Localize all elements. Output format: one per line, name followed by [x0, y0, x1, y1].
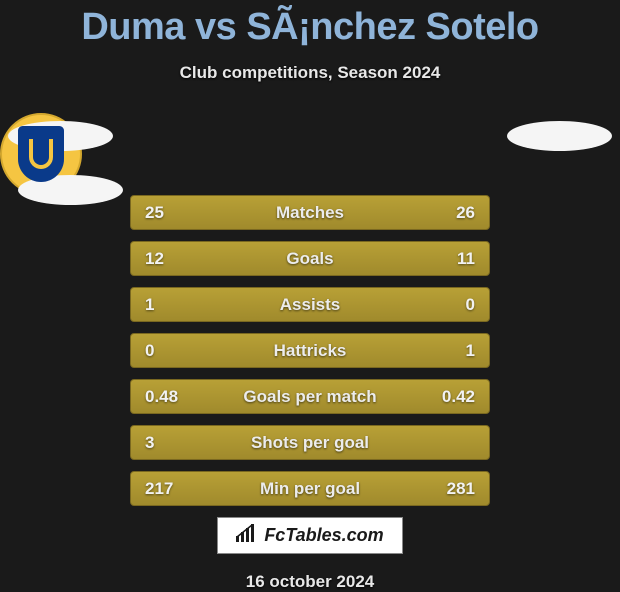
brand-text: FcTables.com: [264, 525, 383, 546]
stat-label: Assists: [280, 295, 340, 315]
stat-right-value: 11: [433, 249, 475, 269]
stat-left-value: 0.48: [145, 387, 187, 407]
stat-row: 0.48 Goals per match 0.42: [130, 379, 490, 414]
stat-left-value: 12: [145, 249, 187, 269]
stat-label: Min per goal: [260, 479, 360, 499]
stat-right-value: 281: [433, 479, 475, 499]
brand-logo: FcTables.com: [217, 517, 402, 554]
footer: FcTables.com: [0, 517, 620, 554]
stat-left-value: 1: [145, 295, 187, 315]
stat-label: Goals: [286, 249, 333, 269]
stat-label: Shots per goal: [251, 433, 369, 453]
stat-left-value: 0: [145, 341, 187, 361]
stat-label: Hattricks: [274, 341, 347, 361]
stat-right-value: 0.42: [433, 387, 475, 407]
stat-right-value: 1: [433, 341, 475, 361]
stat-right-value: 26: [433, 203, 475, 223]
stat-left-value: 217: [145, 479, 187, 499]
stat-label: Goals per match: [243, 387, 376, 407]
player-right-badge-1: [507, 121, 612, 151]
stat-row: 12 Goals 11: [130, 241, 490, 276]
chart-icon: [236, 524, 258, 547]
stat-row: 1 Assists 0: [130, 287, 490, 322]
stat-left-value: 3: [145, 433, 187, 453]
stat-left-value: 25: [145, 203, 187, 223]
page-title: Duma vs SÃ¡nchez Sotelo: [0, 0, 620, 49]
stats-table: 25 Matches 26 12 Goals 11 1 Assists 0 0 …: [130, 195, 490, 506]
stat-row: 3 Shots per goal: [130, 425, 490, 460]
stat-label: Matches: [276, 203, 344, 223]
stat-row: 217 Min per goal 281: [130, 471, 490, 506]
stat-row: 25 Matches 26: [130, 195, 490, 230]
comparison-date: 16 october 2024: [0, 572, 620, 592]
comparison-content: 25 Matches 26 12 Goals 11 1 Assists 0 0 …: [0, 113, 620, 506]
stat-right-value: 0: [433, 295, 475, 315]
stat-row: 0 Hattricks 1: [130, 333, 490, 368]
page-subtitle: Club competitions, Season 2024: [0, 63, 620, 83]
